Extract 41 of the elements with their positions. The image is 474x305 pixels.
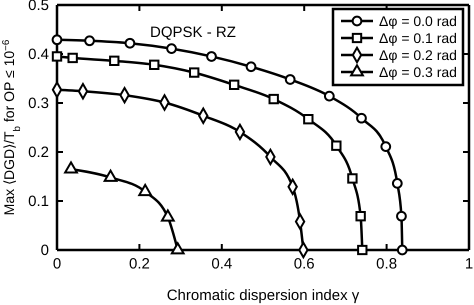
y-tick-label: 0.2 xyxy=(28,144,49,161)
point xyxy=(206,51,217,62)
point xyxy=(84,35,95,46)
point xyxy=(303,114,314,124)
legend-label: Δφ = 0.2 rad xyxy=(379,47,457,63)
point xyxy=(124,38,136,49)
point xyxy=(268,94,279,104)
point xyxy=(396,210,407,222)
point xyxy=(380,141,392,152)
point xyxy=(392,178,403,189)
x-axis-title: Chromatic dispersion index γ xyxy=(166,287,360,304)
x-tick-label: 0.8 xyxy=(376,256,398,273)
point xyxy=(331,140,342,151)
point xyxy=(284,74,296,85)
point xyxy=(347,173,358,184)
point xyxy=(166,43,177,54)
point xyxy=(324,90,335,102)
point xyxy=(396,244,408,256)
legend-label: Δφ = 0.3 rad xyxy=(379,64,457,80)
y-tick-label: 0 xyxy=(40,242,49,259)
text: DQPSK - RZ xyxy=(150,24,236,41)
point xyxy=(355,211,366,222)
x-tick-label: 0 xyxy=(52,256,62,273)
point xyxy=(67,52,78,64)
legend-label: Δφ = 0.1 rad xyxy=(379,30,457,46)
x-tick-label: 0.4 xyxy=(211,256,232,273)
point xyxy=(228,80,240,90)
point xyxy=(357,244,368,256)
point xyxy=(356,112,367,124)
legend-label: Δφ = 0.0 rad xyxy=(379,13,457,29)
x-tick-label: 0.2 xyxy=(128,256,150,273)
y-tick-label: 0.3 xyxy=(28,94,49,112)
point xyxy=(149,60,160,70)
point xyxy=(109,56,120,66)
x-tick-label: 0.6 xyxy=(294,256,315,273)
y-tick-label: 0.4 xyxy=(28,46,49,63)
point xyxy=(189,67,200,78)
y-tick-label: 0.1 xyxy=(28,192,49,210)
point xyxy=(246,61,256,72)
x-tick-label: 1 xyxy=(464,256,474,273)
point xyxy=(52,34,62,46)
